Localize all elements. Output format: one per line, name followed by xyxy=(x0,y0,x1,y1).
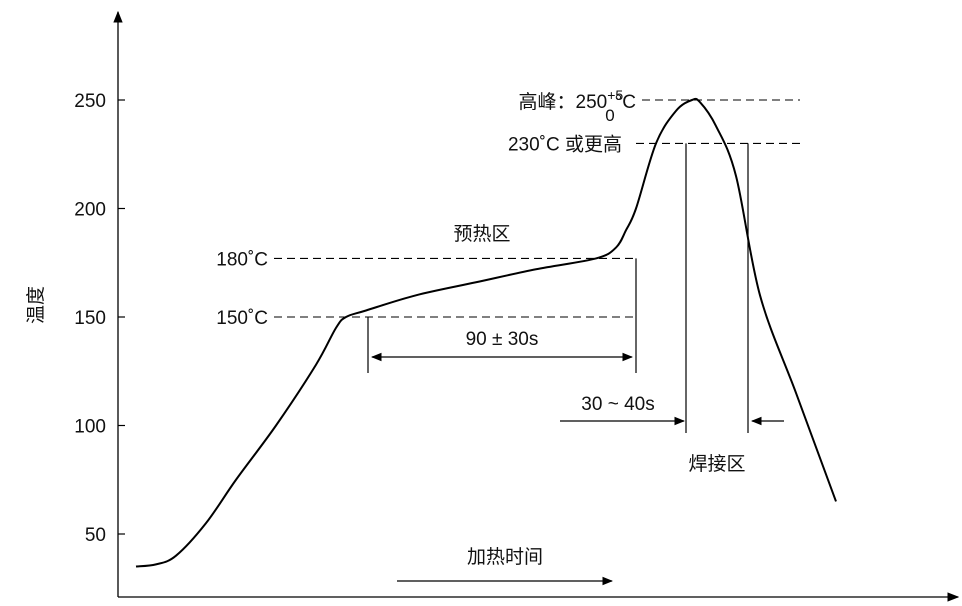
preheat-time-label: 90 ± 30s xyxy=(466,329,539,350)
y-tick-label: 200 xyxy=(74,200,106,221)
preheat-zone-label: 预热区 xyxy=(453,223,510,245)
peak-prefix: 高峰：250 xyxy=(519,91,608,113)
y-axis-label: 温度 xyxy=(25,286,47,324)
y-ticks: 50 100 150 200 250 xyxy=(74,91,125,546)
temp-180-label: 180˚C xyxy=(216,249,268,270)
y-tick-label: 100 xyxy=(74,417,106,438)
y-tick-label: 50 xyxy=(85,525,106,546)
peak-temperature-label: 高峰：250+5 0°C xyxy=(519,87,636,125)
temp-150-label: 150˚C xyxy=(216,308,268,329)
peak-suffix: °C xyxy=(615,92,636,113)
above-230-label: 230˚C 或更高 xyxy=(508,133,622,155)
y-tick-label: 250 xyxy=(74,91,106,112)
reflow-zone-label: 焊接区 xyxy=(688,453,745,475)
series-line xyxy=(135,97,837,568)
y-tick-label: 150 xyxy=(74,308,106,329)
peak-sup: +5 xyxy=(607,87,623,103)
vertical-guide-lines xyxy=(367,143,749,433)
reflow-time-label: 30 ~ 40s xyxy=(581,394,654,415)
reference-dashed-lines xyxy=(274,99,800,318)
heating-time-label: 加热时间 xyxy=(467,546,543,568)
peak-sub: 0 xyxy=(605,106,614,125)
